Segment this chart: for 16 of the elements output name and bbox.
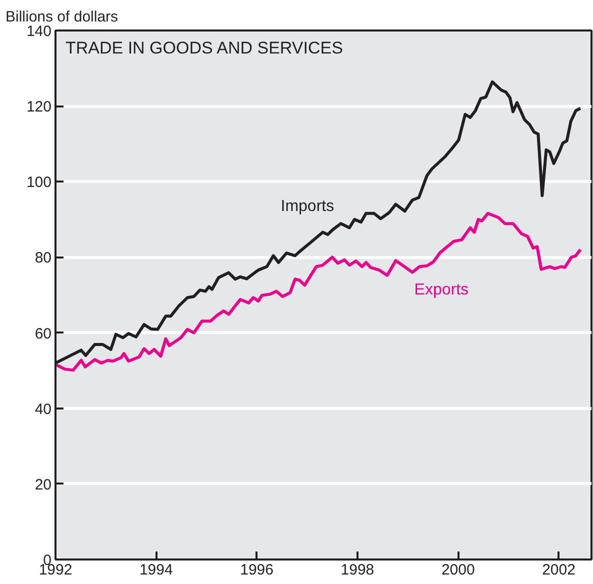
series-label: Exports: [414, 282, 469, 299]
y-tick-label: 20: [34, 476, 52, 494]
y-axis-title: Billions of dollars: [6, 8, 118, 26]
y-tick-label: 140: [26, 23, 52, 40]
text: TRADE IN GOODS AND SERVICES: [66, 38, 343, 58]
y-tick-label: 60: [34, 325, 52, 342]
series-label: Imports: [280, 198, 334, 215]
x-tick-label: 1996: [240, 562, 274, 578]
x-tick-label: 2002: [542, 562, 576, 578]
y-tick-label: 40: [34, 400, 52, 418]
y-tick-label: 120: [26, 98, 52, 116]
y-tick-label: 80: [34, 250, 52, 267]
y-tick-label: 100: [26, 174, 52, 192]
x-tick-label: 1998: [340, 562, 374, 578]
x-tick-label: 2000: [441, 562, 475, 578]
x-tick-label: 1994: [139, 562, 173, 578]
